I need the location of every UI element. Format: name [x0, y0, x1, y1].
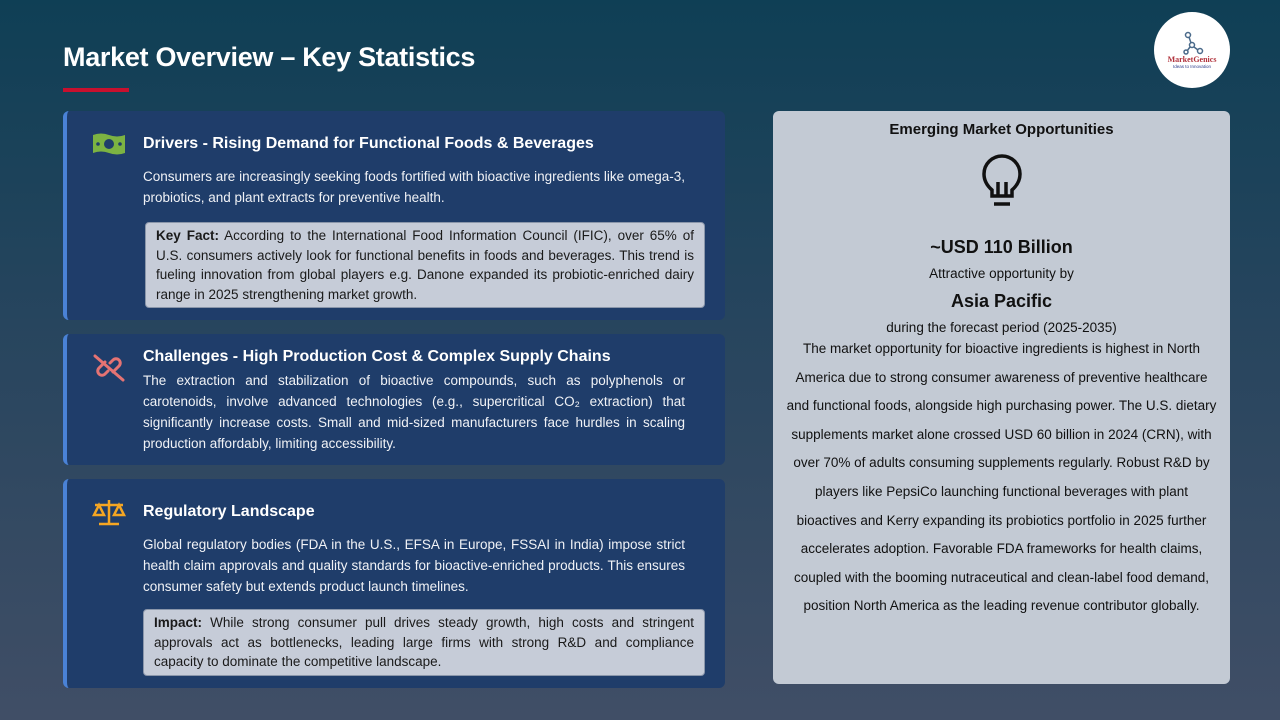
opportunity-panel: Emerging Market Opportunities ~USD 110 B… [773, 111, 1230, 684]
forecast-period: during the forecast period (2025-2035) [886, 320, 1117, 335]
regulatory-card: Regulatory Landscape Global regulatory b… [63, 479, 725, 688]
key-fact-box: Key Fact: According to the International… [145, 222, 705, 308]
opportunity-region: Asia Pacific [950, 291, 1053, 311]
money-icon [93, 133, 125, 155]
molecule-icon [1183, 31, 1204, 55]
drivers-text: Consumers are increasingly seeking foods… [143, 169, 685, 205]
opportunity-title: Emerging Market Opportunities [889, 121, 1114, 138]
drivers-title: Drivers - Rising Demand for Functional F… [143, 135, 594, 152]
regulatory-text: Global regulatory bodies (FDA in the U.S… [143, 537, 685, 594]
regulatory-title: Regulatory Landscape [143, 503, 315, 520]
key-fact-label: Key Fact: [156, 228, 219, 243]
page-title: Market Overview – Key Statistics [63, 42, 476, 72]
title-underline [63, 88, 129, 92]
challenges-text: The extraction and stabilization of bioa… [143, 373, 685, 451]
key-fact-text: According to the International Food Info… [156, 228, 694, 302]
impact-text: While strong consumer pull drives steady… [154, 615, 694, 669]
drivers-card: Drivers - Rising Demand for Functional F… [63, 111, 725, 320]
impact-box: Impact: While strong consumer pull drive… [143, 609, 705, 676]
scales-icon [91, 500, 127, 526]
opportunity-amount: ~USD 110 Billion [930, 237, 1073, 257]
lightbulb-icon [981, 154, 1022, 206]
company-logo: MarketGenics Ideas to Innovation [1154, 12, 1230, 88]
challenges-title: Challenges - High Production Cost & Comp… [143, 348, 611, 365]
opportunity-description: The market opportunity for bioactive ing… [786, 341, 1217, 614]
logo-name: MarketGenics [1167, 55, 1217, 64]
logo-tagline: Ideas to Innovation [1172, 64, 1212, 69]
impact-label: Impact: [154, 615, 203, 630]
opportunity-sub: Attractive opportunity by [929, 266, 1074, 281]
broken-link-icon [93, 354, 125, 382]
challenges-card: Challenges - High Production Cost & Comp… [63, 334, 725, 465]
